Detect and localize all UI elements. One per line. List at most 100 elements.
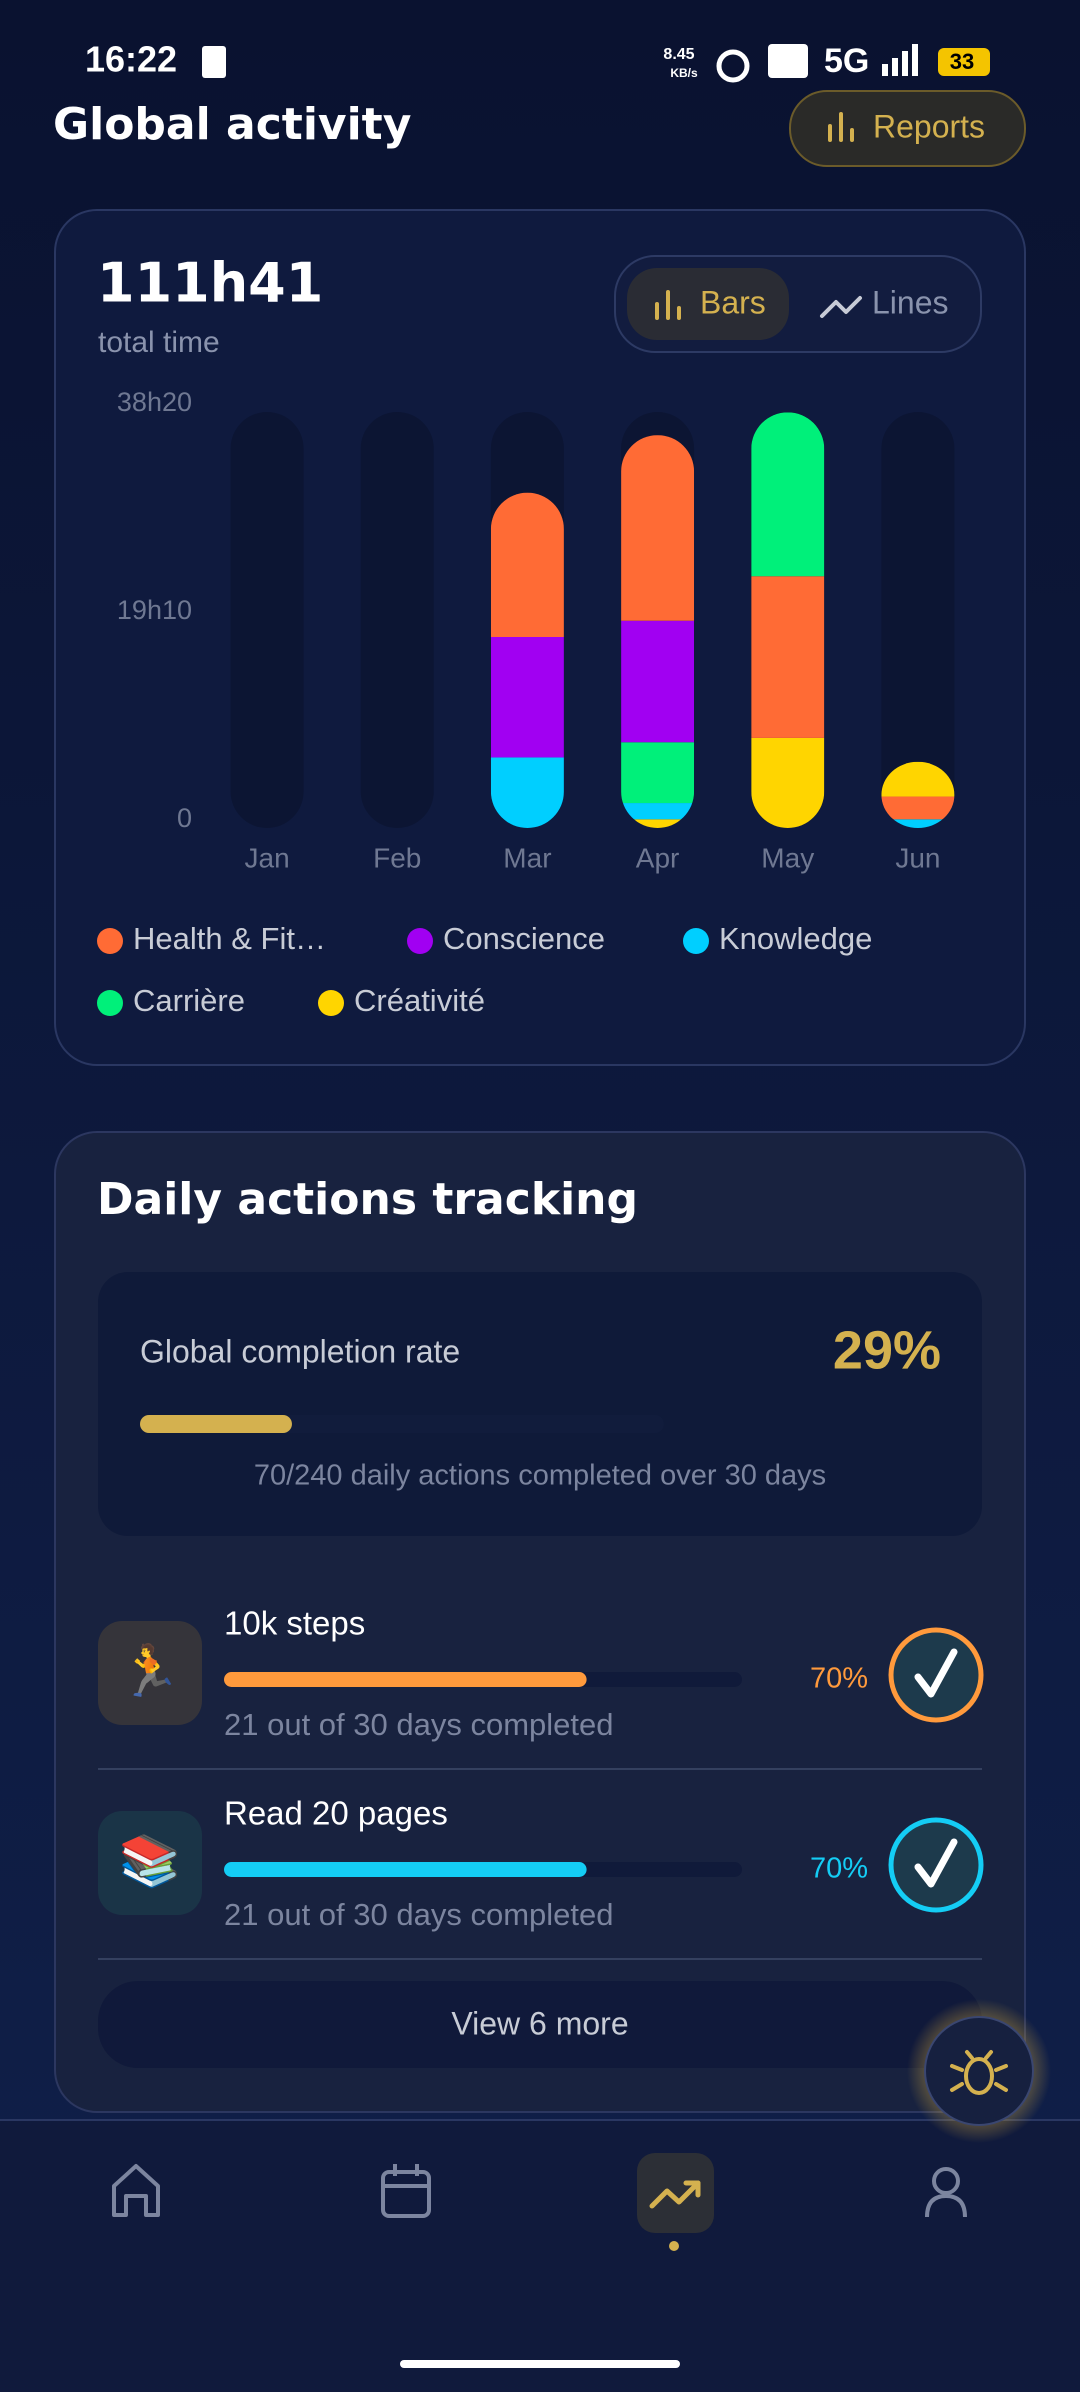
habit-progress: [224, 1862, 587, 1877]
x-tick-label: Mar: [503, 842, 551, 873]
bar-segment: [881, 819, 955, 828]
nav-home[interactable]: [112, 2164, 160, 2217]
nav-stats-arrow: [683, 2180, 701, 2198]
bar-segment: [621, 435, 695, 621]
habit-progress: [224, 1672, 587, 1687]
view-more-label: View 6 more: [451, 2005, 628, 2041]
completion-fill: [140, 1415, 292, 1433]
tracking-title: Daily actions tracking: [97, 1174, 638, 1225]
habit-summary: 21 out of 30 days completed: [224, 1897, 613, 1932]
status-battery: [938, 48, 990, 76]
legend-label: Créativité: [354, 983, 485, 1018]
status-hotspot: [716, 49, 750, 83]
bar-segment: [751, 412, 825, 577]
completion-summary: 70/240 daily actions completed over 30 d…: [254, 1460, 826, 1492]
habit-icon: 📚: [119, 1833, 181, 1889]
status-network: 5G: [824, 42, 869, 80]
habit-checkmark: [914, 1648, 958, 1698]
nav-profile[interactable]: [925, 2167, 967, 2218]
completion-progress: [140, 1415, 664, 1433]
bar-segment: [490, 757, 564, 828]
total-time: 111h41: [97, 252, 323, 315]
completion-rate: 29%: [833, 1320, 941, 1380]
legend-label: Carrière: [133, 983, 245, 1018]
y-tick-label: 38h20: [117, 387, 192, 417]
legend-dot: [318, 990, 344, 1016]
bar-segment: [490, 637, 564, 758]
x-tick-label: Jun: [895, 842, 940, 873]
y-tick-label: 0: [177, 803, 192, 833]
reports-label: Reports: [873, 108, 985, 144]
bar-track: [360, 412, 434, 828]
habit-icon-box: [98, 1621, 202, 1725]
bar-stack: [881, 761, 955, 828]
legend-dot: [683, 928, 709, 954]
status-volte: [768, 44, 808, 78]
bar-track: [230, 412, 304, 828]
status-battery-level: 33: [950, 49, 974, 74]
bar-segment: [751, 576, 825, 738]
bar-track: [881, 412, 955, 828]
bars-toggle[interactable]: [627, 268, 789, 340]
page-title: Global activity: [53, 99, 411, 150]
habit-check[interactable]: [888, 1627, 984, 1723]
status-time: 16:22: [85, 39, 177, 80]
habit-percent: 70%: [810, 1663, 868, 1695]
legend-label: Conscience: [443, 921, 605, 956]
bar-segment: [621, 620, 695, 743]
bars-icon: [655, 290, 681, 320]
x-tick-label: Apr: [636, 842, 680, 873]
bar-stack: [751, 412, 825, 828]
status-signal: [882, 44, 918, 76]
habit-name: Read 20 pages: [224, 1795, 448, 1832]
nav-stats-active[interactable]: [637, 2153, 714, 2233]
reports-icon: [828, 112, 854, 142]
completion-box: [98, 1272, 982, 1536]
bar-segment: [621, 819, 695, 828]
habit-list: 🏃 10k steps 21 out of 30 days completed 70%…: [98, 1605, 984, 1960]
bar-segment: [621, 742, 695, 804]
y-tick-label: 19h10: [117, 595, 192, 625]
habit-icon-box: [98, 1811, 202, 1915]
chart: 0 19h10 38h20 Jan Feb Mar Apr May Jun Health & Fi…: [97, 387, 955, 1018]
habit-icon: 🏃: [119, 1642, 181, 1699]
x-tick-label: Feb: [373, 842, 421, 873]
debug-icon: [950, 2050, 1008, 2095]
habit-summary: 21 out of 30 days completed: [224, 1707, 613, 1742]
legend-label: Knowledge: [719, 921, 872, 956]
legend-dot: [97, 928, 123, 954]
lines-icon: [820, 296, 862, 318]
reports-button[interactable]: [789, 90, 1026, 167]
bar-stack: [621, 435, 695, 828]
x-tick-label: Jan: [245, 842, 290, 873]
habit-name: 10k steps: [224, 1605, 365, 1642]
habit-percent: 70%: [810, 1853, 868, 1885]
habit-check[interactable]: [888, 1817, 984, 1913]
bars-toggle-label: Bars: [700, 284, 766, 320]
total-caption: total time: [98, 326, 220, 359]
nav-active-dot: [669, 2241, 679, 2251]
legend-dot: [97, 990, 123, 1016]
debug-button[interactable]: [924, 2016, 1034, 2126]
legend-label: Health & Fit…: [133, 921, 326, 956]
bar-stack: [490, 492, 564, 828]
nav-calendar[interactable]: [381, 2164, 431, 2218]
habit-checkmark: [914, 1838, 958, 1888]
legend-dot: [407, 928, 433, 954]
status-speed-unit: KB/s: [670, 66, 698, 80]
completion-label: Global completion rate: [140, 1333, 460, 1369]
bar-segment: [881, 796, 955, 820]
nav-bar: [0, 2120, 1080, 2392]
bar-segment: [751, 737, 825, 828]
x-tick-label: May: [761, 842, 814, 873]
home-indicator: [400, 2360, 680, 2368]
nav-stats-icon: [649, 2180, 701, 2209]
status-icon: [202, 46, 226, 78]
bar-segment: [621, 803, 695, 820]
bar-segment: [490, 492, 564, 638]
view-more-button[interactable]: [98, 1981, 982, 2068]
lines-toggle-label: Lines: [872, 284, 949, 320]
status-speed: 8.45: [663, 46, 694, 63]
